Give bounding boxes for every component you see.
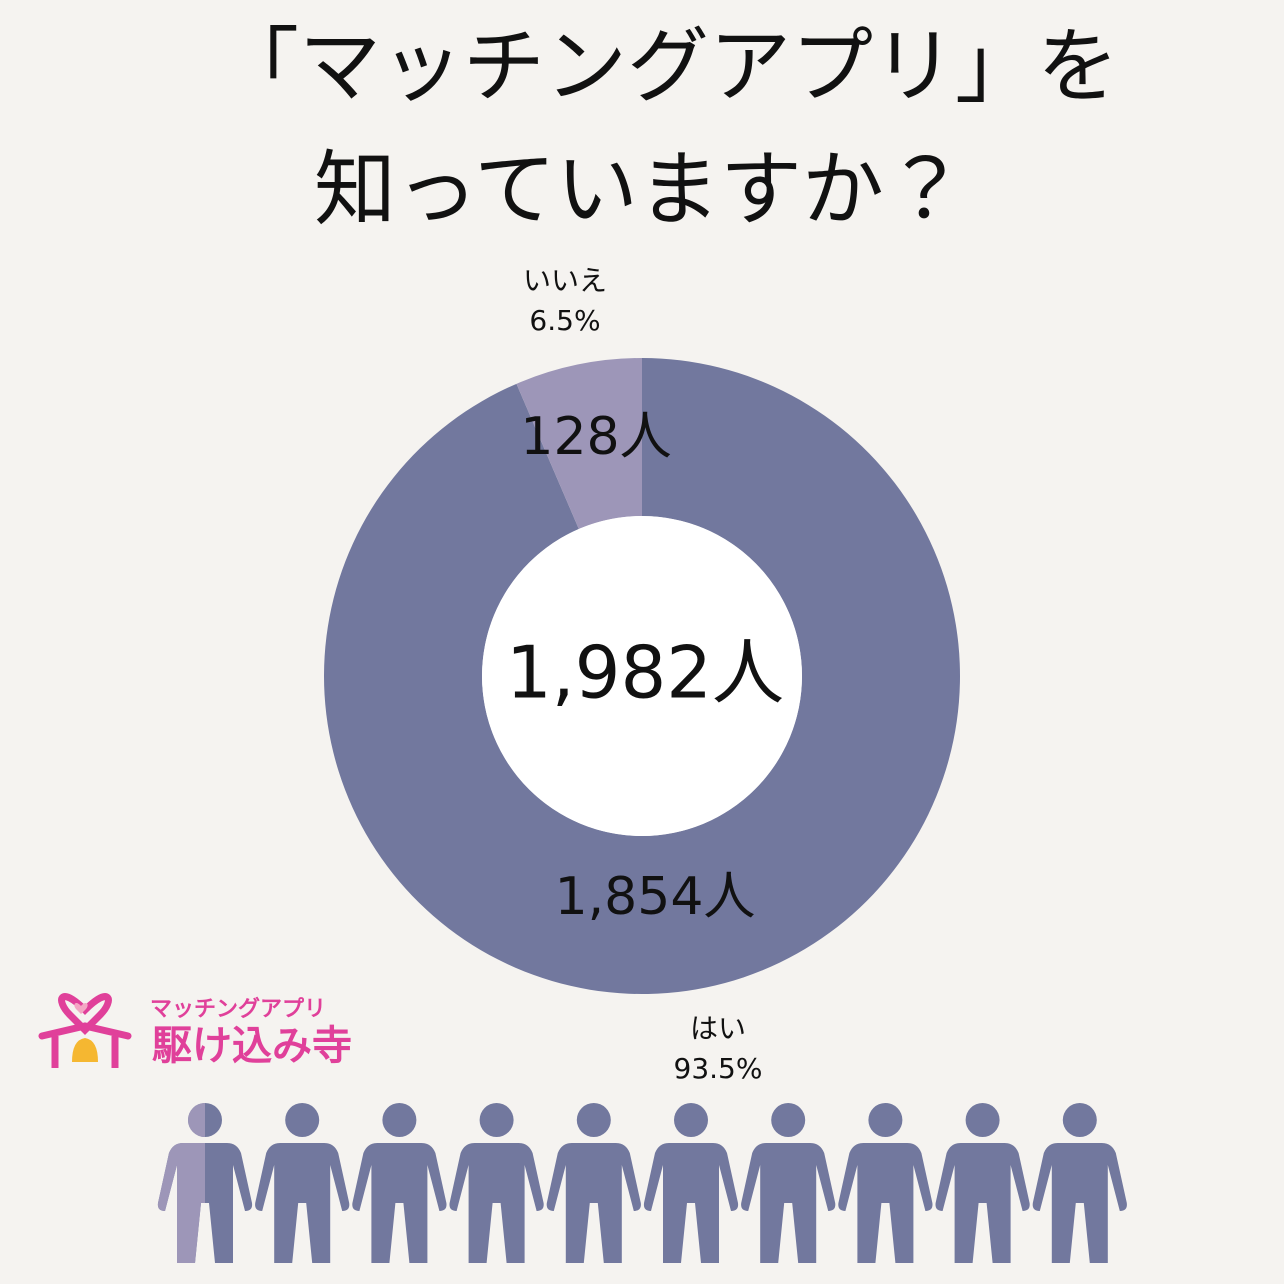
person-icon: [643, 1103, 739, 1263]
person-body: [1032, 1143, 1127, 1263]
person-body: [935, 1143, 1030, 1263]
donut-segment: [516, 358, 642, 529]
person-head: [965, 1103, 1000, 1137]
logo: マッチングアプリ 駆け込み寺: [38, 993, 352, 1069]
person-icon: [935, 1103, 1030, 1263]
person-body: [546, 1143, 641, 1263]
person-body: [352, 1143, 447, 1263]
person-icon: [352, 1103, 447, 1263]
value-label: 128人: [520, 407, 671, 467]
person-icon: [157, 1103, 253, 1263]
person-body: [449, 1143, 544, 1263]
person-head: [576, 1103, 611, 1137]
logo-roof: [38, 1022, 132, 1040]
logo-subtitle: マッチングアプリ: [150, 996, 326, 1022]
person-icon: [1032, 1103, 1127, 1263]
logo-bell: [72, 1038, 98, 1062]
person-body: [255, 1143, 350, 1263]
donut-hole: [482, 516, 802, 836]
people-row: [157, 1103, 1127, 1263]
person-icon: [838, 1103, 933, 1263]
person-body: [643, 1143, 739, 1263]
person-head: [771, 1103, 806, 1137]
logo-heart: [58, 993, 112, 1035]
person-icon: [546, 1103, 641, 1263]
value-label: 1,854人: [555, 867, 756, 927]
person-head: [868, 1103, 903, 1137]
title-line: 知っていますか？: [314, 142, 966, 237]
person-icon: [449, 1103, 544, 1263]
person-head: [188, 1103, 205, 1137]
person-body: [157, 1143, 205, 1263]
person-icon: [255, 1103, 350, 1263]
person-body: [741, 1143, 836, 1263]
share-label: 93.5%: [674, 1052, 763, 1085]
donut-segment: [324, 358, 961, 994]
person-head: [382, 1103, 417, 1137]
person-body: [838, 1143, 933, 1263]
logo-heart-inner: [74, 1002, 88, 1014]
person-head: [479, 1103, 514, 1137]
person-highlight: [157, 1103, 205, 1263]
share-label: 6.5%: [529, 304, 600, 337]
person-icon: [741, 1103, 836, 1263]
person-head: [285, 1103, 320, 1137]
title-line: 「マッチングアプリ」を: [217, 19, 1119, 114]
logo-name: 駆け込み寺: [152, 1023, 352, 1069]
total-label: 1,982人: [506, 631, 784, 715]
category-label: はい: [690, 1012, 746, 1045]
person-head: [1062, 1103, 1097, 1137]
donut: [324, 358, 961, 994]
category-label: いいえ: [523, 264, 607, 297]
person-head: [674, 1103, 708, 1137]
